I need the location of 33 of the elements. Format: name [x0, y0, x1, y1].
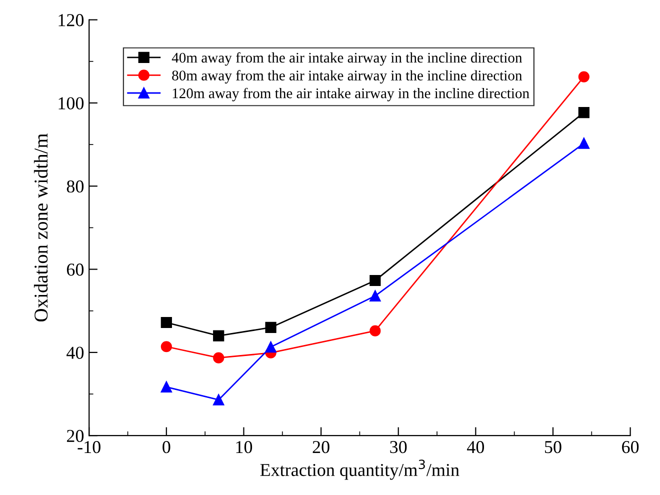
point	[370, 290, 381, 302]
point	[265, 322, 276, 334]
point	[160, 316, 172, 328]
y-tick-label: 80	[66, 180, 84, 193]
point	[213, 352, 224, 364]
x-axis-title: Extraction quantity/m$^{3}$/min	[260, 460, 460, 480]
y-tick-label: 100	[58, 97, 84, 110]
legend-label: 40m away from the air intake airway in the incline direction	[172, 52, 522, 66]
x-tick-label: 50	[545, 440, 562, 454]
point	[265, 341, 276, 353]
x-tick-label: -10	[78, 440, 100, 454]
legend-label: 120m away from the air intake airway in the incline direction	[172, 88, 530, 102]
x-tick-label: 10	[236, 440, 252, 454]
point	[578, 106, 590, 118]
point	[578, 138, 590, 149]
x-tick-label: 60	[622, 440, 639, 454]
y-tick-label: 40	[66, 346, 84, 359]
point	[370, 325, 381, 336]
point	[160, 381, 172, 393]
x-tick-label: 30	[390, 440, 407, 454]
point	[213, 394, 224, 406]
point	[578, 71, 590, 82]
y-tick-label: 20	[66, 430, 84, 442]
x-tick-label: 40	[466, 440, 484, 454]
y-tick-label: 60	[66, 264, 84, 276]
x-tick-label: 0	[162, 440, 170, 454]
y-tick-label: 120	[58, 14, 84, 26]
point	[213, 330, 224, 342]
point	[160, 341, 172, 352]
y-axis-title: Oxidation zone width/m	[34, 134, 48, 322]
point	[370, 274, 381, 286]
x-tick-label: 20	[312, 440, 330, 454]
legend-label: 80m away from the air intake airway in the incline direction	[172, 70, 522, 84]
